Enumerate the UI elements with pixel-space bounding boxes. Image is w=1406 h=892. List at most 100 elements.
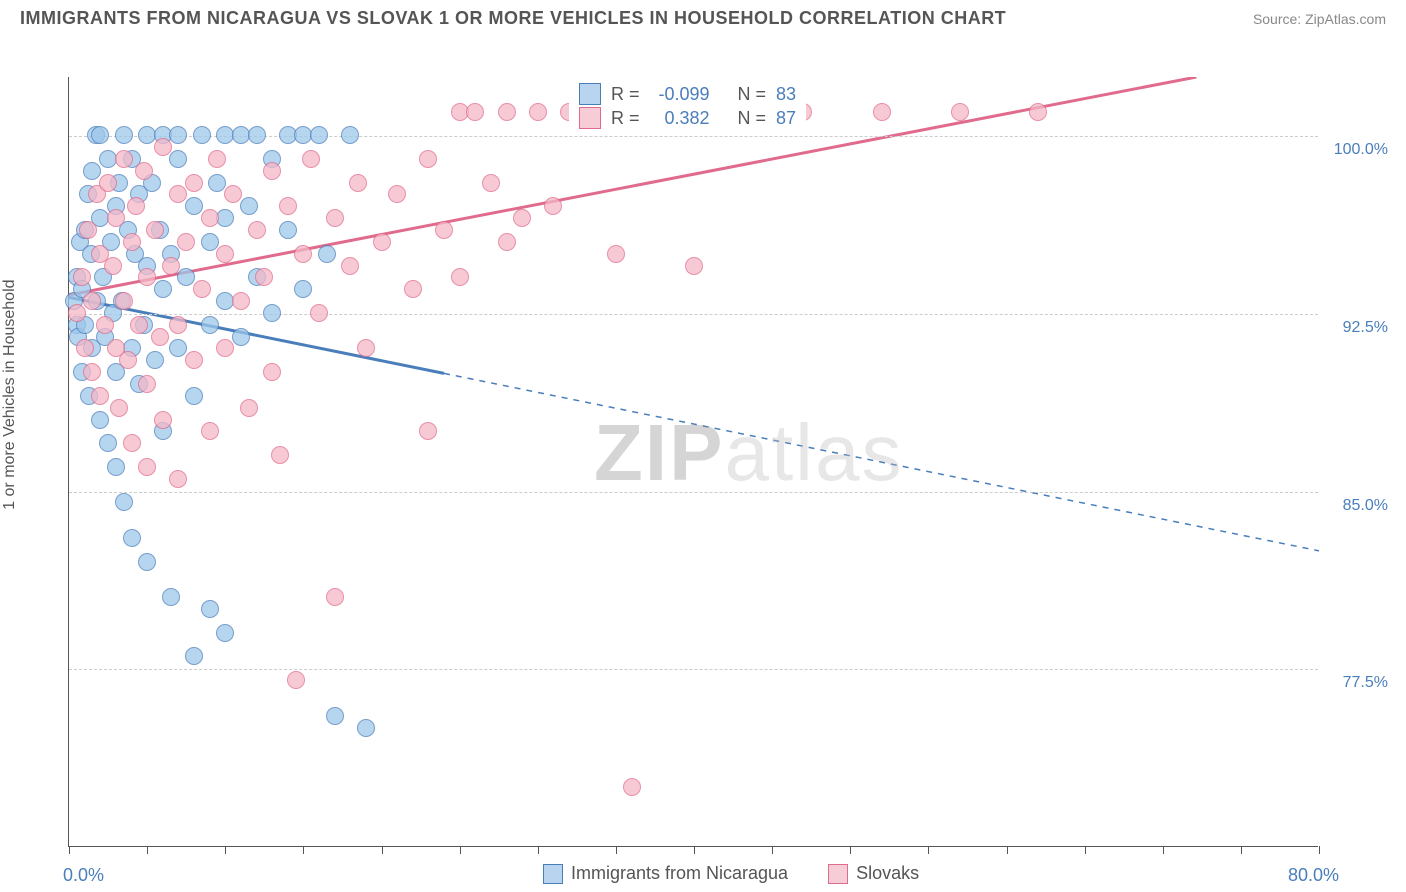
data-point	[271, 446, 289, 464]
data-point	[248, 221, 266, 239]
data-point	[185, 647, 203, 665]
legend-item: Slovaks	[828, 863, 919, 884]
data-point	[216, 339, 234, 357]
data-point	[216, 245, 234, 263]
data-point	[388, 185, 406, 203]
plot-area: ZIPatlas R =-0.099N =83R =0.382N =87 77.…	[68, 77, 1318, 847]
data-point	[154, 280, 172, 298]
data-point	[151, 328, 169, 346]
data-point	[169, 470, 187, 488]
x-tick	[147, 846, 148, 854]
gridline	[69, 314, 1318, 315]
data-point	[162, 588, 180, 606]
y-tick-label: 92.5%	[1328, 319, 1388, 337]
trend-line-extension	[444, 373, 1319, 550]
data-point	[201, 422, 219, 440]
n-value: 83	[776, 84, 796, 105]
data-point	[208, 174, 226, 192]
data-point	[162, 257, 180, 275]
data-point	[951, 103, 969, 121]
data-point	[146, 221, 164, 239]
data-point	[79, 221, 97, 239]
legend-bottom: Immigrants from Nicaragua Slovaks	[543, 863, 919, 884]
data-point	[123, 529, 141, 547]
source-attribution: Source: ZipAtlas.com	[1253, 11, 1386, 27]
data-point	[115, 126, 133, 144]
data-point	[255, 268, 273, 286]
data-point	[873, 103, 891, 121]
data-point	[91, 411, 109, 429]
data-point	[185, 197, 203, 215]
data-point	[216, 624, 234, 642]
data-point	[326, 588, 344, 606]
data-point	[185, 351, 203, 369]
data-point	[513, 209, 531, 227]
y-tick-label: 77.5%	[1328, 674, 1388, 692]
n-label: N =	[738, 108, 767, 129]
data-point	[685, 257, 703, 275]
x-tick	[225, 846, 226, 854]
x-tick	[850, 846, 851, 854]
data-point	[169, 339, 187, 357]
data-point	[232, 292, 250, 310]
x-tick	[928, 846, 929, 854]
data-point	[146, 351, 164, 369]
data-point	[201, 316, 219, 334]
x-axis-min-label: 0.0%	[63, 865, 104, 886]
x-tick	[1319, 846, 1320, 854]
data-point	[169, 150, 187, 168]
data-point	[302, 150, 320, 168]
data-point	[248, 126, 266, 144]
data-point	[177, 268, 195, 286]
n-value: 87	[776, 108, 796, 129]
data-point	[404, 280, 422, 298]
x-tick	[1241, 846, 1242, 854]
r-label: R =	[611, 108, 640, 129]
correlation-stats-box: R =-0.099N =83R =0.382N =87	[569, 77, 806, 135]
data-point	[232, 328, 250, 346]
data-point	[110, 399, 128, 417]
stats-row: R =-0.099N =83	[579, 83, 796, 105]
n-label: N =	[738, 84, 767, 105]
data-point	[310, 304, 328, 322]
data-point	[451, 268, 469, 286]
x-tick	[382, 846, 383, 854]
data-point	[73, 268, 91, 286]
data-point	[544, 197, 562, 215]
data-point	[224, 185, 242, 203]
data-point	[115, 493, 133, 511]
data-point	[138, 268, 156, 286]
data-point	[83, 363, 101, 381]
data-point	[107, 458, 125, 476]
y-tick-label: 85.0%	[1328, 497, 1388, 515]
data-point	[326, 209, 344, 227]
data-point	[99, 434, 117, 452]
data-point	[107, 209, 125, 227]
legend-swatch	[828, 864, 848, 884]
data-point	[482, 174, 500, 192]
data-point	[138, 553, 156, 571]
data-point	[326, 707, 344, 725]
trend-lines	[69, 77, 1319, 847]
data-point	[138, 375, 156, 393]
data-point	[104, 257, 122, 275]
data-point	[279, 197, 297, 215]
data-point	[138, 458, 156, 476]
data-point	[263, 304, 281, 322]
data-point	[169, 316, 187, 334]
data-point	[341, 257, 359, 275]
x-tick	[1085, 846, 1086, 854]
data-point	[169, 126, 187, 144]
gridline	[69, 669, 1318, 670]
legend-item: Immigrants from Nicaragua	[543, 863, 788, 884]
data-point	[294, 245, 312, 263]
data-point	[341, 126, 359, 144]
data-point	[185, 387, 203, 405]
data-point	[318, 245, 336, 263]
data-point	[119, 351, 137, 369]
data-point	[419, 422, 437, 440]
data-point	[96, 316, 114, 334]
data-point	[115, 292, 133, 310]
x-tick	[1163, 846, 1164, 854]
data-point	[263, 162, 281, 180]
